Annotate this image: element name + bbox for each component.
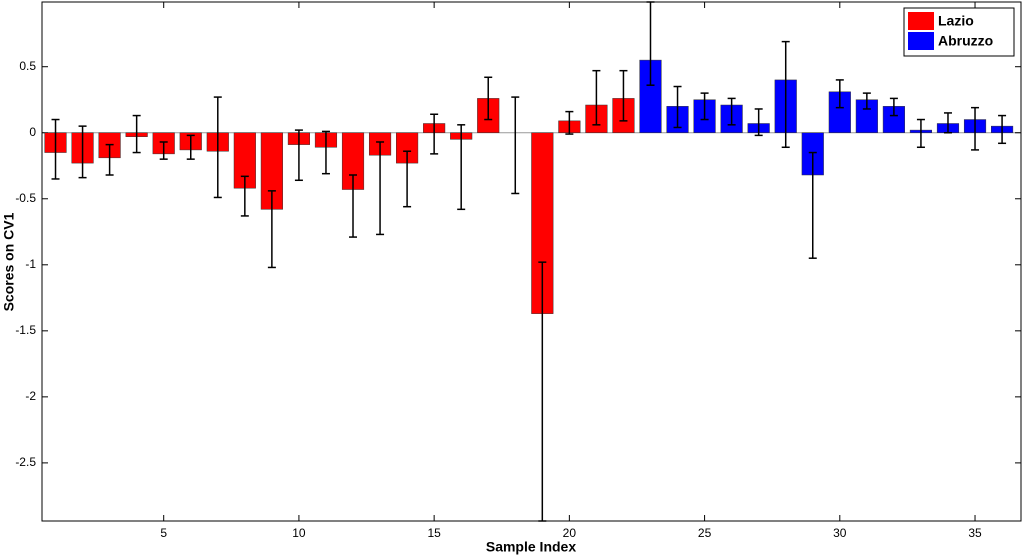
x-tick-label: 10: [292, 526, 306, 540]
plot-frame: [41, 1, 1022, 522]
y-axis-label: Scores on CV1: [1, 212, 17, 311]
legend-swatch: [908, 32, 934, 50]
y-tick-label: 0: [29, 125, 36, 139]
y-tick-label: 0.5: [19, 59, 36, 73]
y-tick-label: -1.5: [15, 323, 36, 337]
y-tick-label: -2: [25, 389, 36, 403]
y-tick-label: -2.5: [15, 455, 36, 469]
x-tick-label: 30: [833, 526, 847, 540]
x-tick-label: 20: [563, 526, 577, 540]
x-tick-label: 35: [968, 526, 982, 540]
legend-label: Lazio: [938, 13, 974, 29]
legend-label: Abruzzo: [938, 33, 993, 49]
legend-swatch: [908, 12, 934, 30]
x-tick-label: 5: [160, 526, 167, 540]
x-tick-label: 25: [698, 526, 712, 540]
y-tick-label: -0.5: [15, 191, 36, 205]
x-axis-label: Sample Index: [486, 539, 576, 555]
y-tick-label: -1: [25, 257, 36, 271]
x-tick-label: 15: [427, 526, 441, 540]
